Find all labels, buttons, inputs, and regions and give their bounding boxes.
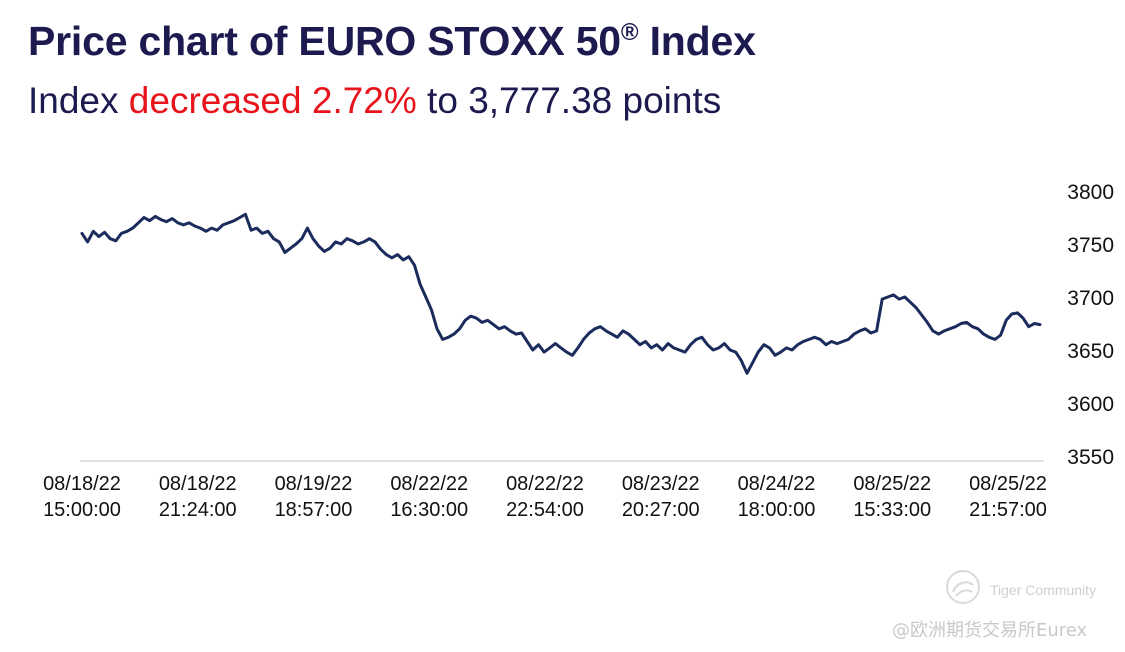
y-tick-label: 3600: [1067, 393, 1114, 416]
x-tick-label-time: 18:00:00: [738, 499, 816, 521]
x-tick-label-date: 08/25/22: [969, 473, 1047, 495]
y-tick-label: 3550: [1067, 446, 1114, 469]
title-suffix: Index: [638, 18, 756, 64]
x-tick-label-date: 08/23/22: [622, 473, 700, 495]
y-tick-label: 3650: [1067, 340, 1114, 363]
x-tick-label-time: 20:27:00: [622, 499, 700, 521]
price-series-line: [80, 212, 1042, 375]
x-tick-label-time: 21:24:00: [159, 499, 237, 521]
subtitle-prefix: Index: [28, 80, 129, 121]
watermark-handle: @欧洲期货交易所Eurex: [892, 620, 1088, 641]
chart-subtitle: Index decreased 2.72% to 3,777.38 points: [28, 80, 721, 122]
y-tick-label: 3750: [1067, 234, 1114, 257]
chart-title: Price chart of EURO STOXX 50® Index: [28, 18, 756, 65]
y-tick-label: 3800: [1067, 181, 1114, 204]
registered-mark: ®: [620, 19, 639, 46]
x-tick-label-date: 08/19/22: [275, 473, 353, 495]
watermark: Tiger Community: [944, 568, 1114, 618]
tiger-logo-icon: [946, 570, 980, 604]
y-tick-label: 3700: [1067, 287, 1114, 310]
x-tick-label-time: 18:57:00: [275, 499, 353, 521]
x-tick-label-date: 08/25/22: [853, 473, 931, 495]
title-main: Price chart of EURO STOXX 50: [28, 18, 621, 64]
x-tick-label-time: 21:57:00: [969, 499, 1047, 521]
subtitle-suffix: to 3,777.38 points: [416, 80, 722, 121]
x-tick-label-time: 15:00:00: [43, 499, 121, 521]
change-text: decreased 2.72%: [128, 80, 417, 121]
x-tick-label-time: 22:54:00: [506, 499, 584, 521]
x-tick-label-date: 08/22/22: [390, 473, 468, 495]
x-tick-label-date: 08/18/22: [159, 473, 237, 495]
watermark-brand: Tiger Community: [990, 582, 1097, 598]
x-tick-label-date: 08/22/22: [506, 473, 584, 495]
x-tick-label-time: 16:30:00: [390, 499, 468, 521]
x-tick-label-date: 08/24/22: [738, 473, 816, 495]
x-tick-label-date: 08/18/22: [43, 473, 121, 495]
x-tick-label-time: 15:33:00: [853, 499, 931, 521]
